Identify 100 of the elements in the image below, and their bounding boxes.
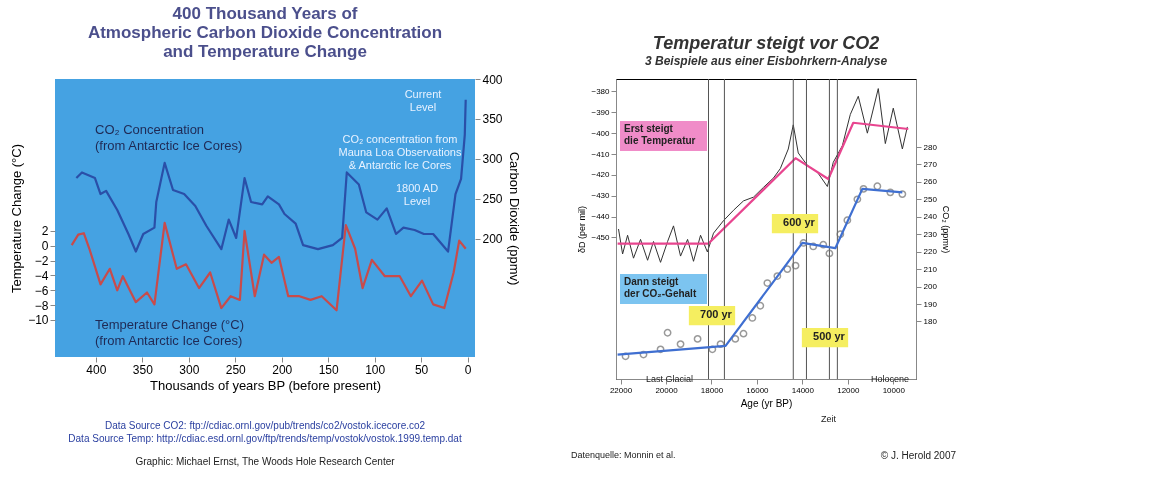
- point: [819, 240, 828, 249]
- y-tick-label: −420: [591, 170, 611, 180]
- annotation: 500 yr: [813, 330, 846, 342]
- point: [773, 272, 782, 280]
- x-tick-label: 22000: [609, 385, 633, 395]
- y2-tick-label: 200: [923, 282, 938, 292]
- y-axis-title: δD (per mil): [577, 205, 588, 254]
- x-tick-label: 300: [179, 362, 200, 377]
- chart-title: 400 Thousand Years of Atmospheric Carbon Dioxide Concentration and Temperature Change: [87, 4, 443, 61]
- y2-tick-label: 190: [923, 299, 938, 309]
- point: [763, 279, 772, 287]
- text: Datenquelle: Monnin et al.: [571, 450, 676, 460]
- x-axis-title: Age (yr BP): [740, 397, 793, 409]
- point: [716, 340, 725, 349]
- line-series: [616, 121, 910, 245]
- y2-tick-label: 220: [923, 247, 938, 257]
- y2-tick-label: 200: [482, 232, 503, 247]
- x-axis-title: Thousands of years BP (before present): [150, 377, 381, 393]
- y2-tick-label: 270: [923, 159, 938, 169]
- y2-tick-label: 230: [923, 229, 938, 239]
- x-tick-label: 50: [414, 362, 429, 377]
- y2-tick-label: 300: [482, 152, 503, 167]
- y2-tick-label: 250: [482, 192, 503, 207]
- line-series: [75, 98, 467, 253]
- point: [825, 249, 834, 258]
- source-note: Data Source CO2: ftp://cdiac.ornl.gov/pub/trends/co2/vostok.icecore.co2: [104, 420, 426, 431]
- y2-tick-label: 240: [923, 212, 938, 222]
- line-series: [70, 221, 467, 312]
- point: [791, 261, 800, 270]
- y2-tick-label: 280: [923, 142, 938, 152]
- point: [873, 182, 882, 191]
- x-tick-label: 250: [225, 362, 247, 377]
- y2-tick-label: 250: [923, 194, 938, 204]
- text: Graphic: Michael Ernst, The Woods Hole Research Center: [135, 456, 396, 467]
- y-tick-label: −450: [591, 232, 611, 242]
- chart-subtitle: 3 Beispiele aus einer Eisbohrkern-Analyse: [644, 53, 888, 68]
- y-tick-label: 0: [41, 239, 49, 254]
- point: [656, 345, 665, 354]
- annotation: 600 yr: [783, 216, 816, 228]
- point: [756, 301, 765, 310]
- annotation: CO₂ concentration from Mauna Loa Observations & Antarctic Ice Cores: [338, 133, 462, 172]
- x-tick-label: 200: [272, 362, 293, 377]
- text: © J. Herold 2007: [880, 450, 957, 461]
- x-tick-label: 18000: [700, 385, 724, 395]
- annotation: Last Glacial: [646, 374, 694, 384]
- x-tick-label: 16000: [746, 385, 770, 395]
- point: [676, 340, 685, 349]
- x-tick-label: 150: [318, 362, 340, 377]
- y2-tick-label: 350: [482, 112, 503, 127]
- point: [783, 265, 792, 274]
- x-tick-label: 20000: [655, 385, 679, 395]
- point: [739, 329, 748, 338]
- text: Zeit: [821, 414, 837, 424]
- y-tick-label: −2: [34, 254, 49, 269]
- y-tick-label: −390: [591, 107, 611, 117]
- annotation: 1800 AD Level: [395, 182, 439, 208]
- y-tick-label: −440: [591, 212, 611, 221]
- x-tick-label: 100: [365, 362, 386, 377]
- y-axis-title: Temperature Change (°C): [9, 144, 25, 293]
- point: [898, 190, 907, 199]
- annotation: 700 yr: [700, 308, 733, 320]
- chart-title: Temperatur steigt vor CO2: [652, 32, 880, 53]
- point: [809, 242, 818, 251]
- point: [621, 352, 630, 361]
- point: [886, 188, 895, 197]
- point: [843, 216, 852, 225]
- y2-tick-label: 400: [482, 72, 503, 87]
- y2-axis-title: CO₂ (ppmv): [940, 205, 951, 254]
- y2-tick-label: 180: [923, 316, 938, 326]
- x-tick-label: 350: [132, 362, 154, 377]
- point: [853, 195, 862, 204]
- x-tick-label: 14000: [791, 385, 815, 395]
- y-tick-label: −4: [34, 268, 49, 283]
- y-tick-label: −380: [591, 87, 611, 96]
- y-tick-label: 2: [41, 224, 49, 239]
- y-tick-label: −400: [591, 128, 611, 138]
- source-note: Data Source Temp: http://cdiac.esd.ornl.gov/ftp/trends/temp/vostok/vostok.1999.temp.dat: [68, 433, 462, 444]
- y-tick-label: −430: [591, 191, 611, 201]
- series-label: CO₂ Concentration (from Antarctic Ice Cores): [95, 122, 243, 153]
- point: [859, 184, 868, 193]
- annotation: Current Level: [404, 88, 442, 114]
- point: [799, 239, 808, 247]
- point: [708, 345, 717, 354]
- x-tick-label: 0: [464, 362, 472, 377]
- x-tick-label: 400: [86, 362, 107, 377]
- line-series: [618, 88, 908, 263]
- annotation: Holocene: [871, 374, 910, 384]
- y-tick-label: −6: [34, 283, 49, 298]
- y2-tick-label: 260: [923, 177, 938, 187]
- annotation: Dann steigt der CO₂-Gehalt: [624, 276, 697, 299]
- y-tick-label: −8: [34, 298, 49, 313]
- series-label: Temperature Change (°C) (from Antarctic Ice Cores): [95, 317, 244, 348]
- point: [639, 350, 648, 359]
- y-tick-label: −10: [28, 313, 49, 328]
- y2-axis-title: Carbon Dioxide (ppmv): [506, 151, 522, 286]
- point: [836, 230, 845, 239]
- y2-tick-label: 210: [923, 264, 938, 274]
- line-series: [616, 187, 904, 356]
- point: [693, 334, 702, 343]
- point: [731, 334, 740, 343]
